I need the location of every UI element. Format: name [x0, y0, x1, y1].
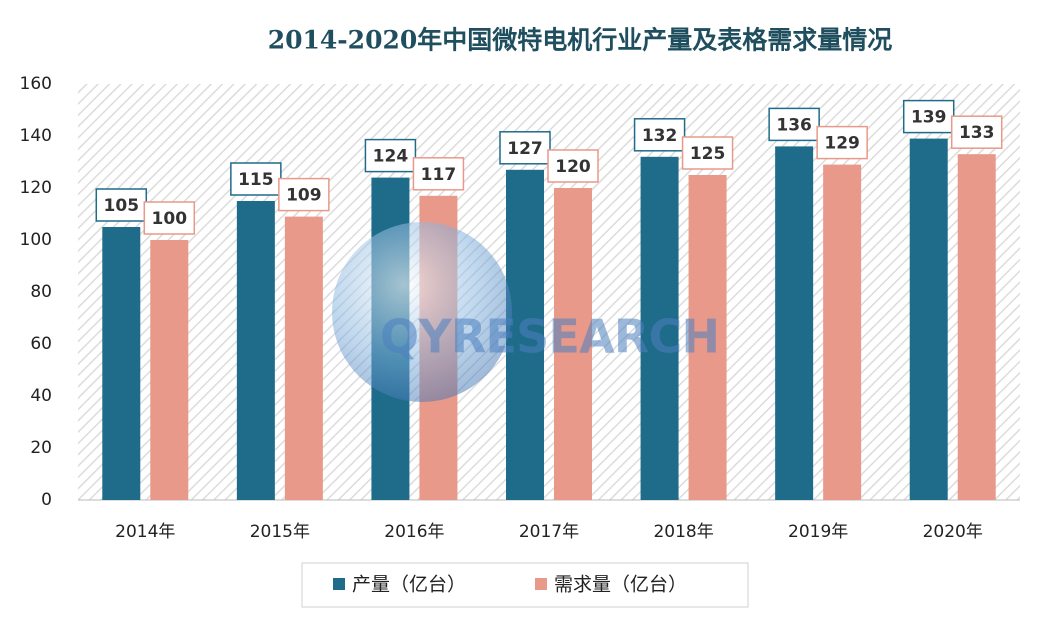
legend-label: 需求量（亿台） [554, 574, 687, 596]
y-tick-label: 40 [30, 386, 52, 406]
y-tick-label: 60 [30, 334, 52, 354]
data-label: 127 [507, 139, 543, 159]
bar [102, 227, 141, 500]
data-label-box [499, 131, 551, 165]
y-tick-label: 100 [20, 230, 52, 250]
data-label-box [412, 157, 465, 191]
chart-title: 2014-2020年中国微特电机行业产量及表格需求量情况 [268, 26, 893, 55]
bar [909, 138, 948, 500]
bar [688, 175, 727, 500]
data-label: 125 [690, 144, 726, 164]
x-tick-label: 2015年 [250, 522, 310, 542]
data-label: 136 [776, 115, 812, 135]
data-label: 100 [152, 209, 188, 229]
x-tick-label: 2017年 [519, 522, 579, 542]
legend-label: 产量（亿台） [352, 574, 466, 596]
bar [506, 169, 544, 501]
data-label: 117 [421, 165, 457, 185]
data-label-box [547, 149, 599, 183]
y-tick-label: 0 [41, 490, 52, 510]
legend-swatch [535, 578, 547, 590]
bar [236, 201, 275, 500]
data-label-box [143, 201, 196, 235]
data-label-box [278, 177, 330, 212]
data-label: 129 [824, 134, 860, 154]
y-tick-label: 160 [20, 74, 52, 94]
data-label: 115 [238, 170, 274, 190]
bar [640, 156, 679, 501]
bar [150, 240, 189, 500]
data-label: 120 [555, 157, 591, 177]
data-label-box [95, 188, 148, 222]
data-label-box [681, 136, 734, 170]
data-label: 109 [286, 186, 322, 206]
data-label-box [230, 162, 282, 196]
x-tick-label: 2020年 [923, 522, 983, 542]
data-label-box [768, 107, 820, 142]
y-tick-label: 80 [30, 282, 52, 302]
y-tick-label: 140 [20, 126, 52, 146]
y-tick-label: 20 [30, 438, 52, 458]
bar [957, 154, 996, 500]
data-label-box [633, 118, 686, 152]
data-label-box [364, 138, 417, 173]
watermark-globe [332, 222, 512, 402]
bar [775, 146, 814, 500]
bar [823, 164, 862, 500]
bar [554, 188, 592, 500]
data-label: 105 [104, 196, 140, 216]
data-label: 139 [911, 108, 947, 128]
watermark: QYRESEARCH [380, 310, 720, 364]
y-tick-label: 120 [20, 178, 52, 198]
x-tick-label: 2016年 [384, 522, 444, 542]
data-label: 132 [642, 126, 678, 146]
legend [301, 562, 749, 608]
data-label-box [816, 125, 868, 160]
bar [284, 216, 323, 500]
x-tick-label: 2019年 [788, 522, 848, 542]
legend-swatch [333, 578, 345, 590]
data-label: 133 [959, 123, 995, 143]
data-label: 124 [373, 147, 409, 167]
x-tick-label: 2018年 [653, 522, 713, 542]
data-label-box [950, 115, 1003, 149]
x-tick-label: 2014年 [115, 522, 175, 542]
